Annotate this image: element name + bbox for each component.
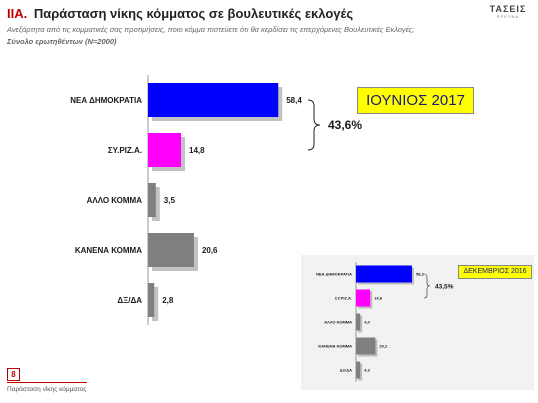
- period-label-inset: ΔΕΚΕΜΒΡΙΟΣ 2016: [458, 265, 532, 279]
- inset-chart-value-label: 58,3: [416, 271, 425, 276]
- inset-chart-value-label: 4,4: [364, 319, 370, 324]
- sample-base: Σύνολο ερωτηθέντων (N=2000): [7, 37, 117, 46]
- inset-chart-category-label: ΝΕΑ ΔΗΜΟΚΡΑΤΙΑ: [316, 271, 352, 276]
- section-number: IIA.: [7, 6, 28, 21]
- main-chart-value-label: 3,5: [164, 196, 176, 205]
- main-chart-bar: [148, 83, 279, 117]
- chart-title: IIA. Παράσταση νίκης κόμματος σε βουλευτ…: [7, 6, 353, 21]
- inset-chart-bar: [356, 361, 361, 379]
- page-number: 8: [7, 368, 20, 381]
- inset-chart-category-label: ΑΛΛΟ ΚΟΜΜΑ: [324, 319, 352, 324]
- main-chart-difference-label: 43,6%: [328, 118, 362, 132]
- main-chart-bar-shadow: [152, 187, 160, 221]
- main-chart-bar: [148, 133, 182, 167]
- inset-chart-value-label: 4,3: [364, 367, 370, 372]
- inset-chart-bar: [356, 265, 412, 283]
- main-chart-bar: [148, 183, 156, 217]
- logo-subtext: ΕΡΕΥΝΑ: [496, 14, 520, 19]
- logo: ΤΑΣΕΙΣ ΕΡΕΥΝΑ: [482, 4, 534, 19]
- main-chart-category-label: ΣΥ.ΡΙΖ.Α.: [108, 146, 142, 155]
- logo-text: ΤΑΣΕΙΣ: [489, 4, 527, 14]
- main-chart-category-label: ΑΛΛΟ ΚΟΜΜΑ: [87, 196, 143, 205]
- main-chart-category-label: ΔΞ/ΔΑ: [117, 296, 142, 305]
- inset-chart-bar: [356, 337, 376, 355]
- footer-divider: [7, 382, 87, 383]
- main-chart-bar: [148, 233, 194, 267]
- main-chart-bar: [148, 283, 155, 317]
- inset-chart-difference-brace: [423, 273, 431, 299]
- main-chart-category-label: ΚΑΝΕΝΑ ΚΟΜΜΑ: [75, 246, 142, 255]
- main-chart-value-label: 20,6: [202, 246, 218, 255]
- inset-chart-category-label: ΔΞ/ΔΑ: [340, 367, 352, 372]
- inset-chart-value-label: 14,8: [374, 295, 383, 300]
- period-label-main: ΙΟΥΝΙΟΣ 2017: [357, 87, 474, 114]
- main-chart-difference-brace: [307, 99, 321, 151]
- title-text: Παράσταση νίκης κόμματος σε βουλευτικές …: [33, 6, 354, 21]
- inset-chart-value-label: 20,2: [379, 343, 388, 348]
- footer-caption: Παράσταση νίκης κόμματος: [7, 386, 87, 393]
- inset-chart-bar: [356, 289, 371, 307]
- inset-chart-difference-label: 43,5%: [435, 283, 454, 290]
- inset-chart-bar: [356, 313, 361, 331]
- main-chart-value-label: 2,8: [162, 296, 174, 305]
- inset-chart-category-label: ΚΑΝΕΝΑ ΚΟΜΜΑ: [318, 343, 352, 348]
- inset-chart-category-label: ΣΥ.ΡΙΖ.Α.: [335, 295, 352, 300]
- main-chart-bar-shadow: [152, 287, 159, 321]
- main-chart-value-label: 14,8: [189, 146, 205, 155]
- main-chart-value-label: 58,4: [286, 96, 302, 105]
- main-chart-category-label: ΝΕΑ ΔΗΜΟΚΡΑΤΙΑ: [70, 96, 142, 105]
- question-text: Ανεξάρτητα από τις κομματικές σας προτιμ…: [7, 25, 415, 34]
